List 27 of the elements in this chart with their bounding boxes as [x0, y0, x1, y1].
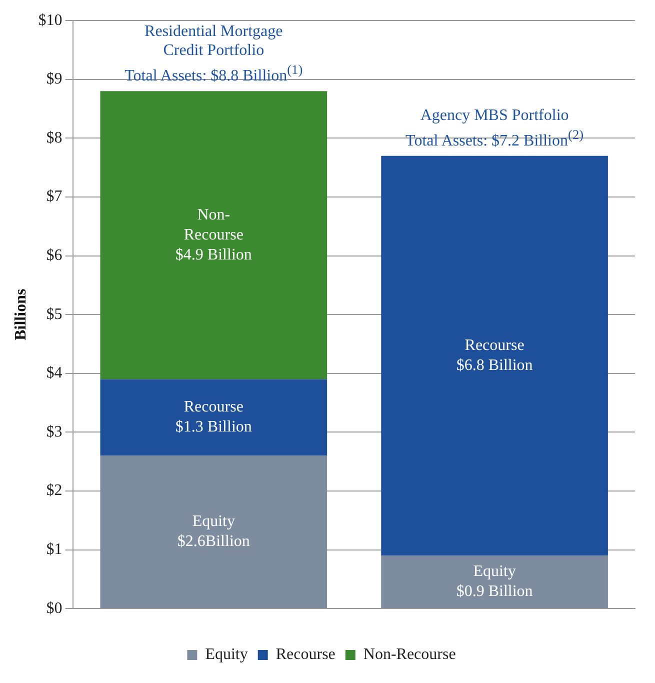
y-tick-label: $2: [46, 482, 62, 500]
y-tick-label: $4: [46, 364, 62, 382]
data-label: Equity $0.9 Billion: [456, 563, 533, 600]
y-tick-label: $3: [46, 423, 62, 440]
y-tick-label: $5: [46, 306, 62, 323]
data-label: Recourse $1.3 Billion: [175, 398, 252, 436]
y-tick-label: $1: [46, 541, 62, 558]
annotation: Residential Mortgage Credit Portfolio Total Assets: $8.8 Billion$^{(1)}$: [124, 22, 303, 86]
y-tick-label: $0: [46, 600, 62, 617]
y-tick-label: $10: [38, 12, 62, 29]
y-tick-label: $7: [46, 188, 62, 206]
bar: [100, 379, 328, 456]
y-tick-label: $8: [46, 129, 62, 146]
legend-label: Non-Recourse: [363, 646, 456, 664]
bar: [100, 91, 328, 380]
data-label: Non- Recourse $4.9 Billion: [175, 206, 252, 264]
legend-label: Equity: [205, 646, 248, 664]
data-label: Equity $2.6Billion: [177, 513, 250, 550]
bar: [381, 156, 608, 556]
bar: [100, 456, 328, 608]
y-tick-label: $6: [46, 247, 62, 264]
annotation: Agency MBS Portfolio Total Assets: $7.2 Billion$^{(2)}$: [406, 106, 584, 150]
y-axis-title: Billions: [12, 288, 30, 340]
legend-label: Recourse: [276, 646, 336, 664]
data-label: Recourse $6.8 Billion: [456, 336, 533, 374]
y-tick-label: $9: [46, 70, 62, 88]
bar: [381, 556, 608, 608]
